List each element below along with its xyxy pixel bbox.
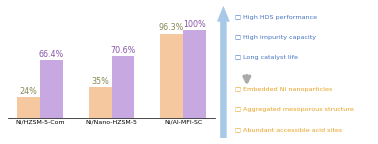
Bar [17, 97, 40, 118]
Bar [112, 56, 135, 118]
Text: □ High HDS performance: □ High HDS performance [235, 15, 317, 20]
Text: 35%: 35% [91, 77, 109, 86]
Text: □ High impurity capacity: □ High impurity capacity [235, 35, 316, 40]
Bar [183, 30, 206, 118]
Text: 100%: 100% [183, 20, 206, 29]
Polygon shape [217, 6, 230, 138]
Text: 96.3%: 96.3% [159, 23, 184, 32]
Text: □ Long catalyst life: □ Long catalyst life [235, 55, 298, 60]
Text: □ Aggregated mesoporous structure: □ Aggregated mesoporous structure [235, 107, 354, 112]
Text: □ Embedded Ni nanoparticles: □ Embedded Ni nanoparticles [235, 87, 333, 92]
Text: □ Abundant accessible acid sites: □ Abundant accessible acid sites [235, 127, 342, 132]
Bar [40, 60, 63, 118]
Bar [160, 34, 183, 118]
Text: 70.6%: 70.6% [110, 46, 136, 55]
Text: 24%: 24% [20, 87, 37, 96]
Bar [88, 87, 112, 118]
Text: 66.4%: 66.4% [39, 50, 64, 59]
